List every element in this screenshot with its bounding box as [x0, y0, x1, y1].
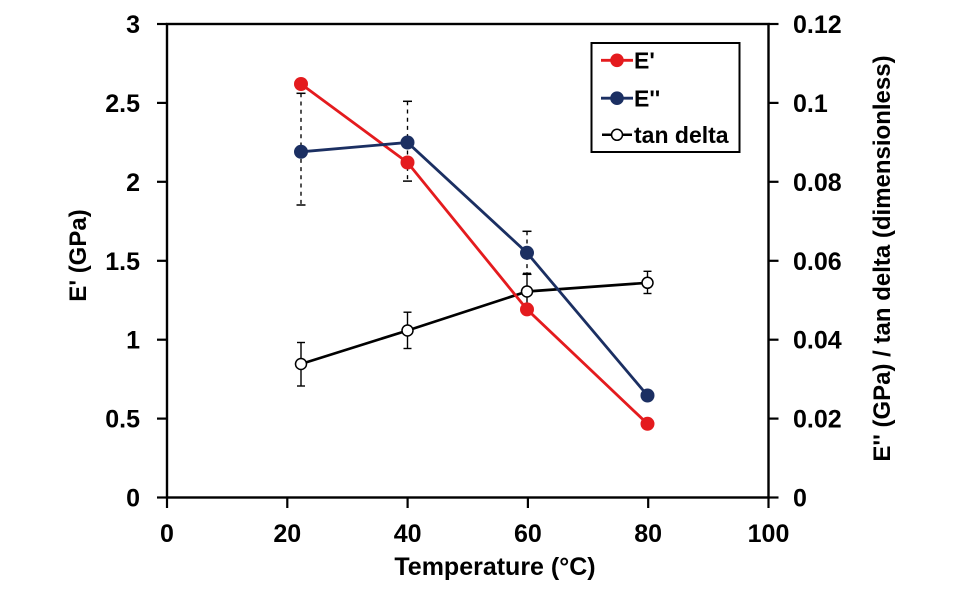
svg-text:0.02: 0.02: [793, 406, 842, 434]
svg-text:0.1: 0.1: [793, 90, 828, 118]
svg-text:2: 2: [126, 169, 140, 197]
svg-text:0.08: 0.08: [793, 169, 842, 197]
svg-text:0: 0: [793, 485, 807, 513]
svg-text:2.5: 2.5: [105, 90, 140, 118]
svg-text:20: 20: [273, 520, 301, 548]
svg-text:E' (GPa): E' (GPa): [65, 209, 92, 301]
svg-text:1: 1: [126, 327, 140, 355]
svg-text:1.5: 1.5: [105, 248, 140, 276]
svg-text:40: 40: [394, 520, 422, 548]
svg-text:100: 100: [748, 520, 790, 548]
svg-text:3: 3: [126, 11, 140, 39]
svg-text:tan delta: tan delta: [634, 122, 729, 148]
svg-text:0: 0: [160, 520, 174, 548]
svg-text:80: 80: [634, 520, 662, 548]
svg-text:E'' (GPa) / tan delta (dimensi: E'' (GPa) / tan delta (dimensionless): [869, 55, 896, 461]
svg-text:0.04: 0.04: [793, 327, 842, 355]
svg-text:Temperature (°C): Temperature (°C): [394, 553, 595, 581]
svg-text:E'': E'': [634, 86, 660, 112]
svg-text:E': E': [634, 48, 655, 74]
svg-text:0.5: 0.5: [105, 406, 140, 434]
svg-text:0.06: 0.06: [793, 248, 842, 276]
svg-text:0: 0: [126, 485, 140, 513]
svg-text:0.12: 0.12: [793, 11, 842, 39]
svg-text:60: 60: [514, 520, 542, 548]
